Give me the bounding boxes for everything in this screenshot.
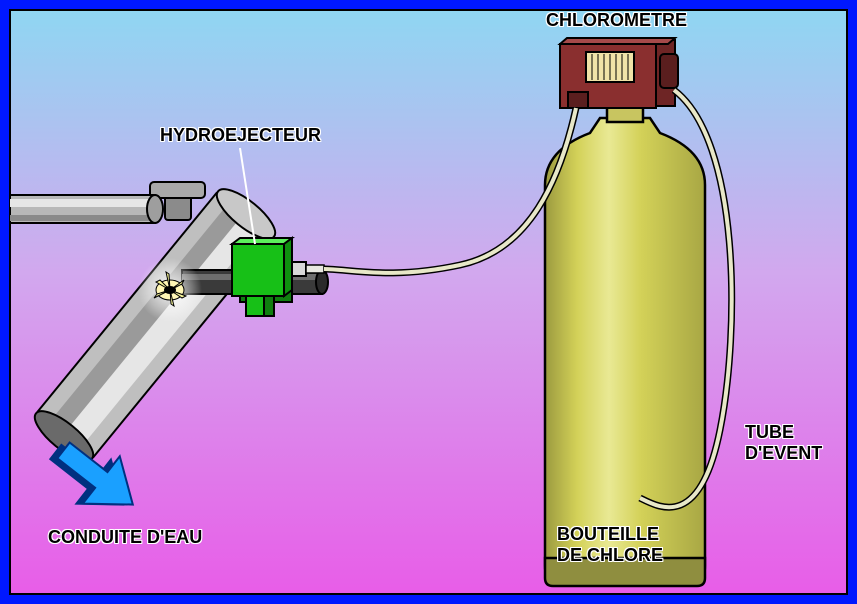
pipe-hole	[138, 258, 202, 322]
label-chlorometre: CHLOROMETRE	[546, 10, 687, 31]
chlorine-bottle	[545, 100, 705, 586]
diagram-svg	[0, 0, 857, 604]
chlorometer	[560, 38, 678, 108]
label-conduite: CONDUITE D'EAU	[48, 527, 202, 548]
diagram-stage: CHLOROMETRE HYDROEJECTEUR CONDUITE D'EAU…	[0, 0, 857, 604]
label-tube-event: TUBE D'EVENT	[745, 422, 822, 463]
label-hydroejecteur: HYDROEJECTEUR	[160, 125, 321, 146]
label-bouteille: BOUTEILLE DE CHLORE	[557, 524, 663, 565]
